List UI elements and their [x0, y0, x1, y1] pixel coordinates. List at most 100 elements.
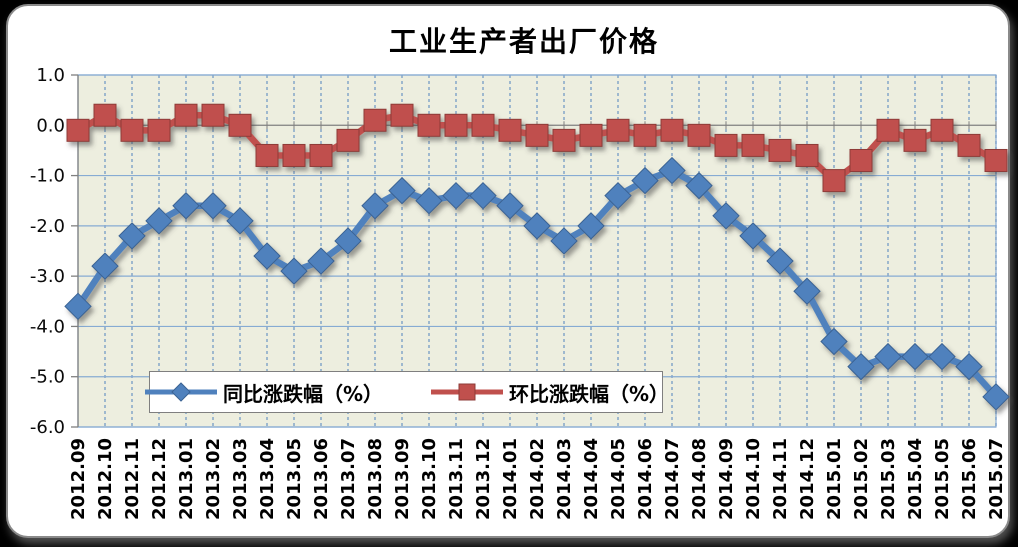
- x-tick-label: 2013.07: [338, 438, 359, 520]
- x-tick-label: 2013.06: [311, 438, 332, 520]
- data-point-marker: [849, 148, 873, 172]
- y-tick-label: 1.0: [36, 65, 65, 86]
- data-point-marker: [820, 327, 848, 356]
- data-point-marker: [93, 103, 117, 127]
- data-point-marker: [876, 118, 900, 142]
- x-tick-label: 2014.07: [662, 438, 683, 520]
- data-point-marker: [172, 192, 200, 220]
- data-point-marker: [442, 181, 470, 210]
- legend-marker-diamond-icon: [144, 382, 217, 402]
- data-point-marker: [982, 383, 1010, 411]
- x-tick-label: 2014.05: [608, 438, 629, 520]
- data-point-marker: [901, 342, 929, 371]
- data-point-marker: [253, 242, 281, 270]
- data-point-marker: [226, 207, 254, 235]
- data-point-marker: [199, 192, 227, 220]
- data-point-marker: [955, 352, 983, 381]
- data-point-marker: [498, 118, 522, 142]
- data-point-marker: [525, 123, 549, 147]
- data-point-marker: [741, 133, 765, 157]
- data-point-marker: [604, 181, 632, 210]
- x-tick-label: 2012.10: [95, 438, 116, 520]
- x-tick-label: 2013.05: [284, 438, 305, 520]
- data-point-marker: [147, 118, 171, 142]
- legend-item: 环比涨跌幅（%）: [429, 378, 669, 407]
- y-tick-label: -6.0: [30, 417, 65, 438]
- data-point-marker: [793, 277, 821, 305]
- data-point-marker: [415, 187, 443, 215]
- data-point-marker: [687, 123, 711, 147]
- x-tick-label: 2013.01: [176, 438, 197, 520]
- data-point-marker: [66, 118, 90, 142]
- data-point-marker: [118, 222, 146, 250]
- data-point-marker: [361, 192, 389, 220]
- data-point-marker: [552, 128, 576, 152]
- data-point-marker: [658, 156, 686, 185]
- data-point-marker: [145, 207, 173, 235]
- data-point-marker: [633, 123, 657, 147]
- data-point-marker: [577, 212, 605, 240]
- x-tick-label: 2015.01: [824, 438, 845, 520]
- data-point-marker: [631, 166, 659, 195]
- data-point-marker: [120, 118, 144, 142]
- data-point-marker: [579, 123, 603, 147]
- legend-item-label: 同比涨跌幅（%）: [222, 381, 383, 406]
- data-point-marker: [795, 143, 819, 167]
- data-point-marker: [255, 143, 279, 167]
- data-point-marker: [309, 143, 333, 167]
- data-point-marker: [282, 143, 306, 167]
- x-tick-label: 2015.07: [986, 438, 1007, 520]
- x-tick-label: 2014.12: [797, 438, 818, 520]
- data-point-marker: [280, 257, 308, 285]
- x-tick-label: 2014.09: [716, 438, 737, 520]
- x-tick-label: 2013.10: [419, 438, 440, 520]
- data-point-marker: [930, 118, 954, 142]
- x-tick-label: 2015.04: [905, 438, 926, 520]
- data-point-marker: [847, 352, 875, 381]
- data-point-marker: [390, 103, 414, 127]
- legend-marker-square-icon: [431, 383, 503, 401]
- legend: 同比涨跌幅（%） 环比涨跌幅（%）: [144, 371, 669, 413]
- x-tick-label: 2013.12: [473, 438, 494, 520]
- data-point-marker: [874, 342, 902, 371]
- x-tick-label: 2015.05: [932, 438, 953, 520]
- data-point-marker: [91, 252, 119, 280]
- y-tick-label: -5.0: [30, 367, 65, 388]
- data-point-marker: [523, 212, 551, 240]
- data-point-marker: [363, 108, 387, 132]
- y-tick-label: -2.0: [30, 216, 65, 237]
- data-point-marker: [822, 169, 846, 193]
- x-tick-label: 2012.09: [68, 438, 89, 520]
- x-tick-label: 2015.06: [959, 438, 980, 520]
- data-point-marker: [336, 128, 360, 152]
- data-point-marker: [712, 202, 740, 230]
- x-tick-label: 2013.04: [257, 438, 278, 520]
- data-point-marker: [903, 128, 927, 152]
- legend-item: 同比涨跌幅（%）: [143, 378, 383, 407]
- x-tick-label: 2014.08: [689, 438, 710, 520]
- x-tick-label: 2014.11: [770, 438, 791, 520]
- data-point-marker: [984, 148, 1008, 172]
- x-tick-label: 2013.03: [230, 438, 251, 520]
- data-point-marker: [550, 227, 578, 255]
- x-tick-label: 2014.04: [581, 438, 602, 520]
- x-tick-label: 2013.09: [392, 438, 413, 520]
- x-tick-label: 2015.03: [878, 438, 899, 520]
- data-point-marker: [766, 247, 794, 275]
- chart-title: 工业生产者出厂价格: [388, 25, 659, 58]
- data-point-marker: [174, 103, 198, 127]
- data-point-marker: [606, 118, 630, 142]
- data-point-marker: [496, 192, 524, 220]
- data-point-marker: [444, 113, 468, 137]
- x-tick-label: 2014.06: [635, 438, 656, 520]
- x-tick-label: 2014.01: [500, 438, 521, 520]
- data-point-marker: [471, 113, 495, 137]
- y-tick-label: -1.0: [30, 166, 65, 187]
- x-tick-label: 2015.02: [851, 438, 872, 520]
- y-tick-label: 0.0: [36, 115, 65, 136]
- data-point-marker: [957, 133, 981, 157]
- legend-item-label: 环比涨跌幅（%）: [509, 381, 670, 406]
- x-tick-label: 2013.02: [203, 438, 224, 520]
